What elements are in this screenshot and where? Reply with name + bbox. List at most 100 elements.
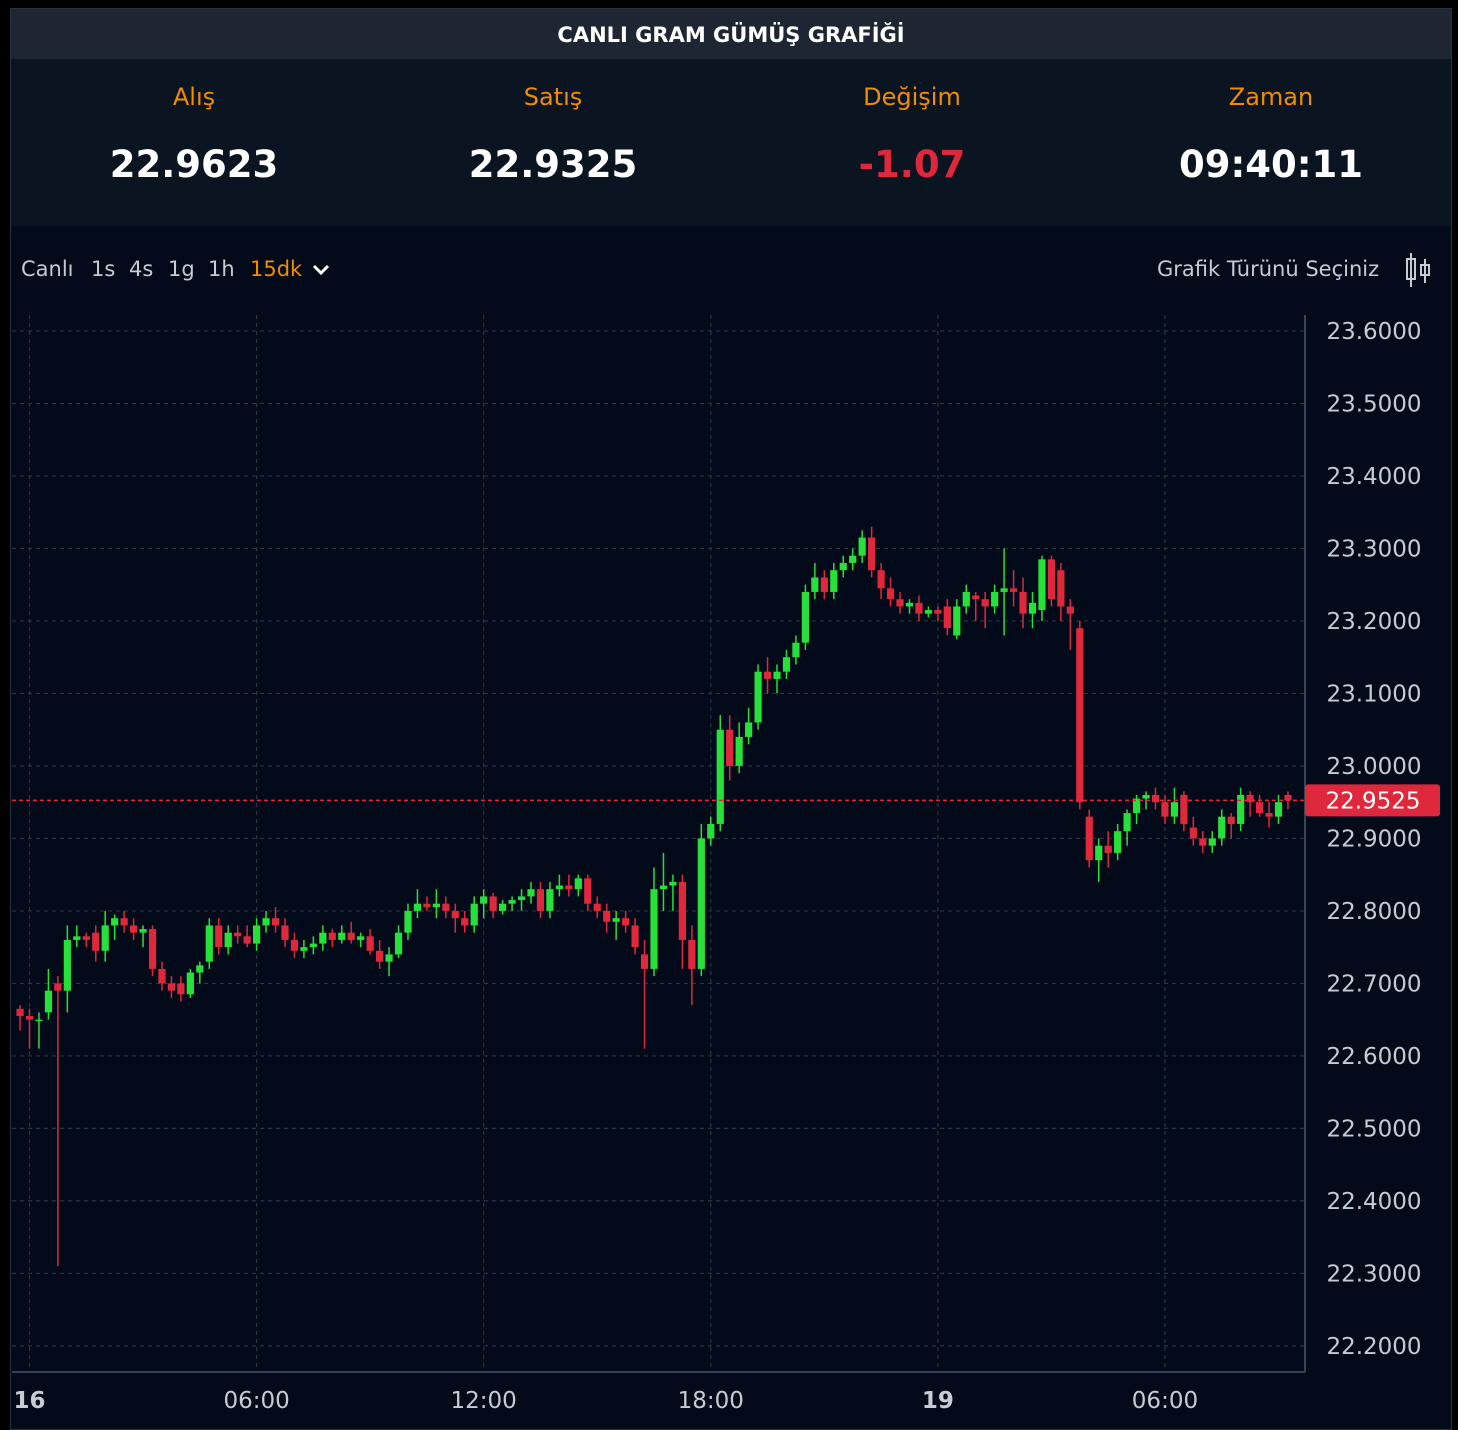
y-tick-label: 23.2000: [1326, 609, 1421, 635]
y-tick-label: 23.5000: [1326, 391, 1421, 417]
candle-body: [1095, 845, 1103, 861]
candle-body: [1265, 813, 1273, 817]
candle-body: [1066, 606, 1074, 614]
candle-body: [290, 939, 299, 951]
candle-body: [262, 918, 270, 926]
last-price-tag: [1305, 784, 1440, 817]
candle-body: [196, 965, 204, 973]
candle-body: [858, 537, 866, 556]
candle-body: [868, 537, 876, 571]
candle-body: [432, 903, 440, 908]
stat-value: 22.9325: [468, 143, 638, 186]
candle-body: [565, 885, 573, 890]
candle-body: [215, 925, 223, 948]
range-button[interactable]: 1h: [208, 257, 235, 281]
candle-body: [669, 881, 677, 886]
chart-type-icon[interactable]: [1403, 251, 1433, 291]
stats-panel: Alış 22.9623 Satış 22.9325 Değişim -1.07 Za…: [11, 59, 1451, 226]
candle-body: [1123, 813, 1131, 832]
y-tick-label: 22.2000: [1326, 1334, 1421, 1360]
candle-body: [953, 606, 961, 636]
last-price-label: 22.9525: [1325, 788, 1420, 814]
candle-body: [886, 588, 895, 600]
candle-body: [338, 932, 346, 940]
candle-body: [1000, 588, 1008, 592]
candle-body: [357, 936, 365, 940]
candle-body: [830, 570, 838, 592]
candle-body: [1019, 591, 1027, 614]
candle-body: [243, 936, 251, 944]
range-button[interactable]: 1g: [168, 257, 195, 281]
candle-body: [82, 936, 90, 940]
y-tick-label: 22.8000: [1326, 899, 1421, 925]
candle-body: [555, 885, 563, 890]
candle-body: [1255, 802, 1264, 814]
candle-body: [839, 562, 847, 571]
candle-body: [1132, 798, 1141, 814]
candle-body: [527, 889, 535, 897]
candle-body: [1009, 588, 1018, 592]
candle-body: [394, 932, 403, 955]
candle-body: [101, 925, 109, 951]
candle-body: [252, 925, 261, 944]
candle-body: [716, 729, 724, 824]
candle-body: [1104, 845, 1112, 853]
x-tick-label: 19: [922, 1388, 954, 1414]
candle-body: [697, 838, 705, 969]
range-button[interactable]: 4s: [129, 257, 154, 281]
candle-body: [763, 671, 772, 679]
range-button[interactable]: Canlı: [21, 257, 74, 281]
candle-body: [35, 1019, 43, 1022]
candle-body: [1085, 816, 1093, 861]
y-tick-label: 22.3000: [1326, 1261, 1421, 1287]
candle-body: [451, 910, 459, 919]
stat-value: 22.9623: [109, 143, 279, 186]
y-tick-label: 22.4000: [1326, 1189, 1421, 1215]
y-tick-label: 22.6000: [1326, 1044, 1421, 1070]
candle-body: [1274, 802, 1283, 817]
candle-body: [1189, 827, 1197, 839]
candle-body: [820, 577, 828, 592]
candle-body: [1028, 602, 1037, 614]
candle-body: [1151, 794, 1160, 803]
candle-body: [574, 878, 582, 890]
candle-body: [745, 722, 753, 737]
candle-body: [499, 903, 507, 911]
dropdown-chevron[interactable]: [311, 263, 331, 277]
candle-body: [16, 1008, 24, 1017]
candle-body: [300, 947, 308, 951]
candle-body: [271, 918, 280, 926]
stat-label: Satış: [523, 83, 583, 111]
candle-body: [25, 1016, 34, 1020]
candle-body: [603, 910, 611, 922]
candle-body: [726, 729, 734, 766]
y-tick-label: 23.1000: [1326, 681, 1421, 707]
candle-body: [44, 990, 53, 1013]
candle-body: [811, 577, 819, 592]
candle-body: [517, 896, 526, 901]
candle-body: [489, 896, 497, 911]
active-range[interactable]: 15dk: [250, 257, 303, 281]
candle-body: [385, 954, 393, 962]
candle-body: [934, 610, 942, 614]
candle-body: [678, 881, 686, 940]
candle-body: [1114, 831, 1122, 853]
candle-body: [877, 570, 885, 589]
candle-body: [73, 936, 81, 940]
candle-body: [650, 889, 658, 969]
y-tick-label: 23.0000: [1326, 754, 1421, 780]
candle-body: [622, 918, 630, 926]
stat-label: Alış: [172, 83, 216, 111]
chart-type-prompt[interactable]: Grafik Türünü Seçiniz: [1157, 257, 1380, 281]
candle-body: [54, 983, 62, 991]
candle-body: [1227, 816, 1235, 824]
x-tick-label: 06:00: [1132, 1388, 1198, 1414]
candle-body: [754, 671, 762, 723]
candle-body: [167, 983, 176, 991]
candle-body: [376, 950, 384, 962]
candle-body: [1142, 794, 1150, 799]
range-button[interactable]: 1s: [91, 257, 116, 281]
x-tick-label: 16: [13, 1388, 45, 1414]
x-tick-label: 12:00: [451, 1388, 517, 1414]
